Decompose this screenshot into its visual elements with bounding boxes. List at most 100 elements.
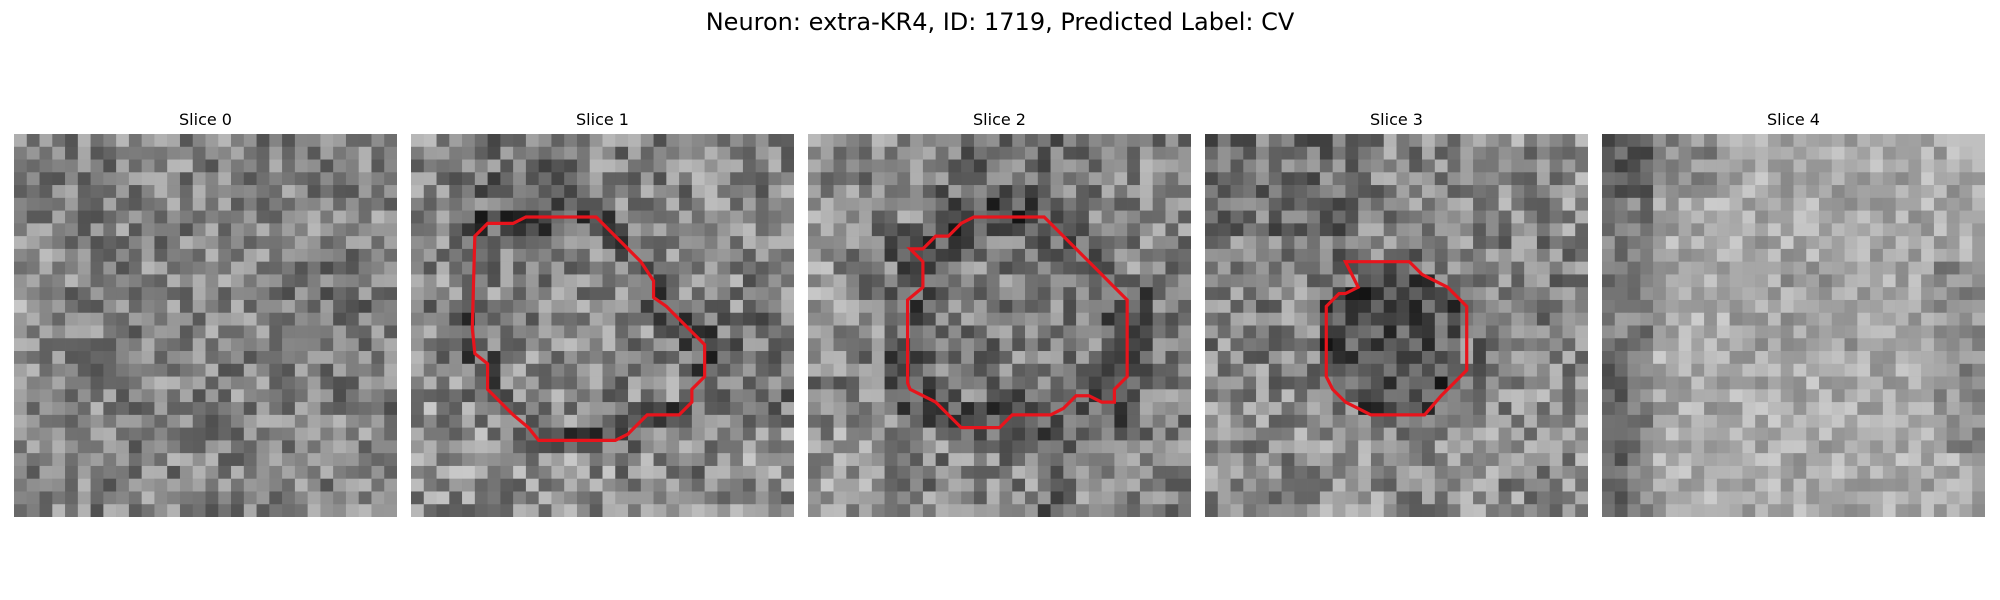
image-pixel	[704, 146, 718, 160]
image-pixel	[538, 312, 552, 326]
image-pixel	[1383, 478, 1397, 492]
image-pixel	[116, 223, 130, 237]
image-pixel	[1780, 389, 1794, 403]
image-pixel	[961, 389, 975, 403]
image-pixel	[294, 185, 308, 199]
image-pixel	[449, 325, 463, 339]
image-pixel	[26, 453, 40, 467]
image-pixel	[1742, 338, 1756, 352]
image-pixel	[1704, 223, 1718, 237]
image-pixel	[1358, 363, 1372, 377]
image-pixel	[1602, 363, 1616, 377]
image-pixel	[1933, 236, 1947, 250]
image-pixel	[1012, 338, 1026, 352]
image-pixel	[717, 248, 731, 262]
image-pixel	[269, 504, 283, 517]
image-pixel	[1447, 414, 1461, 428]
image-pixel	[576, 261, 590, 275]
image-pixel	[141, 440, 155, 454]
image-pixel	[1498, 478, 1512, 492]
image-pixel	[973, 146, 987, 160]
image-pixel	[436, 312, 450, 326]
image-pixel	[948, 261, 962, 275]
image-pixel	[1498, 376, 1512, 390]
image-pixel	[154, 491, 168, 505]
image-pixel	[345, 248, 359, 262]
image-pixel	[282, 478, 296, 492]
image-pixel	[1793, 248, 1807, 262]
image-pixel	[500, 338, 514, 352]
image-pixel	[423, 363, 437, 377]
image-pixel	[628, 134, 642, 148]
image-pixel	[307, 159, 321, 173]
image-pixel	[986, 427, 1000, 441]
image-pixel	[1422, 453, 1436, 467]
image-pixel	[1780, 491, 1794, 505]
image-pixel	[320, 223, 334, 237]
image-pixel	[1575, 146, 1588, 160]
image-pixel	[333, 287, 347, 301]
image-pixel	[1755, 389, 1769, 403]
image-pixel	[1844, 465, 1858, 479]
image-pixel	[1268, 440, 1282, 454]
image-pixel	[205, 363, 219, 377]
image-pixel	[1972, 223, 1985, 237]
image-pixel	[1857, 159, 1871, 173]
image-pixel	[1076, 351, 1090, 365]
image-pixel	[256, 465, 270, 479]
image-pixel	[948, 172, 962, 186]
image-pixel	[910, 274, 924, 288]
image-pixel	[1908, 312, 1922, 326]
image-pixel	[1665, 402, 1679, 416]
image-pixel	[384, 197, 397, 211]
image-pixel	[871, 223, 885, 237]
image-pixel	[653, 363, 667, 377]
image-pixel	[1345, 491, 1359, 505]
image-pixel	[1139, 465, 1153, 479]
image-pixel	[986, 197, 1000, 211]
image-pixel	[1793, 491, 1807, 505]
image-pixel	[1640, 261, 1654, 275]
image-pixel	[1473, 261, 1487, 275]
image-pixel	[1678, 172, 1692, 186]
image-pixel	[871, 274, 885, 288]
image-pixel	[411, 453, 425, 467]
image-pixel	[897, 134, 911, 148]
image-pixel	[65, 376, 79, 390]
image-pixel	[1447, 504, 1461, 517]
image-pixel	[52, 453, 66, 467]
image-pixel	[358, 478, 372, 492]
image-pixel	[1127, 274, 1141, 288]
image-pixel	[1665, 440, 1679, 454]
image-pixel	[513, 402, 527, 416]
image-pixel	[128, 440, 142, 454]
image-pixel	[602, 236, 616, 250]
image-pixel	[910, 172, 924, 186]
image-pixel	[1332, 376, 1346, 390]
image-pixel	[307, 478, 321, 492]
image-pixel	[1422, 440, 1436, 454]
image-pixel	[859, 465, 873, 479]
image-pixel	[564, 338, 578, 352]
image-pixel	[294, 325, 308, 339]
image-pixel	[449, 465, 463, 479]
image-pixel	[742, 465, 756, 479]
image-pixel	[640, 325, 654, 339]
image-pixel	[1422, 223, 1436, 237]
image-pixel	[192, 376, 206, 390]
image-pixel	[1473, 159, 1487, 173]
image-pixel	[218, 223, 232, 237]
image-pixel	[1243, 134, 1257, 148]
image-pixel	[26, 504, 40, 517]
image-pixel	[1806, 440, 1820, 454]
image-pixel	[730, 261, 744, 275]
image-pixel	[1012, 504, 1026, 517]
image-pixel	[179, 402, 193, 416]
image-pixel	[1268, 185, 1282, 199]
image-pixel	[1729, 465, 1743, 479]
image-pixel	[269, 159, 283, 173]
image-pixel	[755, 504, 769, 517]
image-pixel	[1473, 338, 1487, 352]
image-pixel	[1012, 159, 1026, 173]
image-pixel	[128, 465, 142, 479]
